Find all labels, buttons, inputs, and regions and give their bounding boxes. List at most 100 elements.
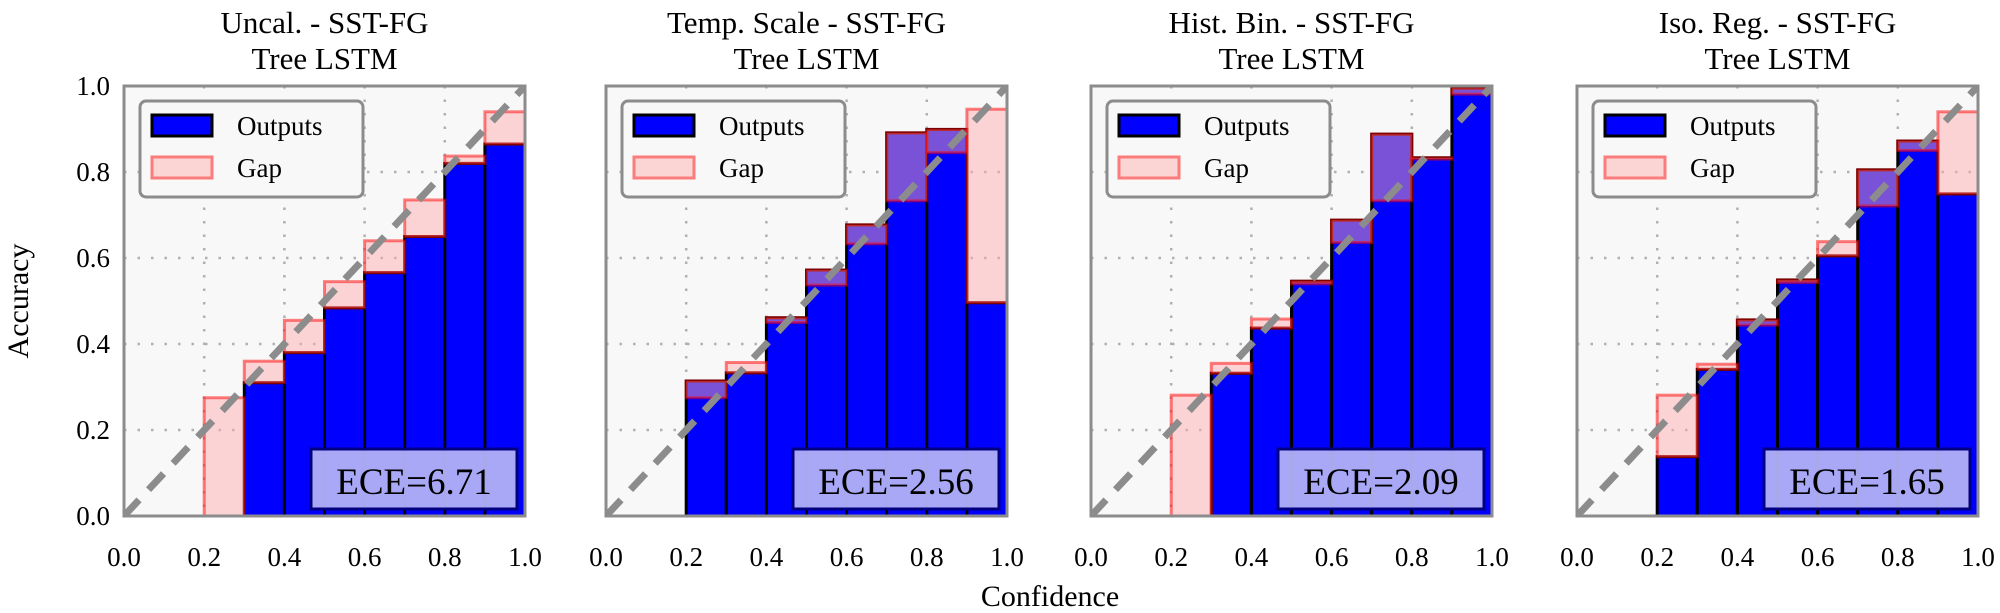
perfect-calibration-diagonal <box>124 86 525 516</box>
panel-title-line: Hist. Bin. - SST-FG <box>1168 5 1414 40</box>
x-tick-label: 0.2 <box>1154 542 1188 572</box>
x-tick-label: 0.0 <box>1074 542 1108 572</box>
gap-bar <box>483 110 525 146</box>
x-tick-label: 0.8 <box>1395 542 1429 572</box>
y-tick-label: 0.8 <box>76 157 110 187</box>
x-tick-label: 0.6 <box>830 542 864 572</box>
x-tick-label: 0.2 <box>1640 542 1674 572</box>
gap-bar <box>965 107 1007 305</box>
gap-bar <box>1450 86 1492 96</box>
gap-bar <box>202 396 246 516</box>
legend-label-outputs: Outputs <box>237 111 323 141</box>
legend-swatch-outputs <box>150 113 214 138</box>
gap-bar <box>1695 362 1739 371</box>
legend: Outputs Gap <box>1105 99 1332 199</box>
legend-label-gap: Gap <box>719 153 764 183</box>
legend-swatch-gap <box>1603 155 1667 180</box>
legend-swatch-gap <box>632 155 696 180</box>
axes-frame <box>1575 84 1980 518</box>
outputs-bar <box>724 371 768 516</box>
y-tick-label: 0.2 <box>76 415 110 445</box>
axes-frame <box>604 84 1009 518</box>
legend-swatch-outputs <box>632 113 696 138</box>
x-tick-label: 0.0 <box>1560 542 1594 572</box>
gap-bar <box>1856 168 1900 208</box>
ece-label: ECE=2.56 <box>818 462 974 503</box>
gap-bar <box>363 239 407 275</box>
outputs-bar <box>1655 455 1699 516</box>
legend: Outputs Gap <box>138 99 365 199</box>
perfect-calibration-diagonal <box>606 86 1007 516</box>
outputs-bar <box>1209 371 1253 516</box>
gap-bar <box>443 154 487 165</box>
x-tick-label: 0.8 <box>428 542 462 572</box>
ece-box <box>1276 447 1486 511</box>
gap-bar <box>1169 393 1213 516</box>
x-tick-label: 0.2 <box>187 542 221 572</box>
perfect-calibration-diagonal <box>1091 86 1492 516</box>
legend-swatch-outputs <box>1603 113 1667 138</box>
y-tick-label: 0.6 <box>76 243 110 273</box>
gap-bar <box>1410 156 1454 161</box>
x-tick-label: 0.4 <box>1235 542 1269 572</box>
panel-title-line: Iso. Reg. - SST-FG <box>1659 5 1896 40</box>
legend-label-outputs: Outputs <box>1204 111 1290 141</box>
legend: Outputs Gap <box>1591 99 1818 199</box>
ece-box <box>309 447 519 511</box>
gap-bar <box>1209 361 1253 375</box>
x-tick-label: 1.0 <box>508 542 542 572</box>
x-tick-label: 0.8 <box>1881 542 1915 572</box>
axes-frame <box>1089 84 1494 518</box>
x-tick-label: 0.6 <box>348 542 382 572</box>
panel-title-line: Tree LSTM <box>1218 41 1364 76</box>
x-tick-label: 1.0 <box>1475 542 1509 572</box>
x-tick-label: 0.0 <box>589 542 623 572</box>
x-axis-label: Confidence <box>981 580 1119 613</box>
x-tick-label: 0.8 <box>910 542 944 572</box>
legend-label-gap: Gap <box>1204 153 1249 183</box>
legend-swatch-gap <box>1117 155 1181 180</box>
x-tick-label: 0.4 <box>1721 542 1755 572</box>
ece-label: ECE=1.65 <box>1789 462 1945 503</box>
gap-bar <box>1896 139 1940 152</box>
legend: Outputs Gap <box>620 99 847 199</box>
perfect-calibration-diagonal <box>1577 86 1978 516</box>
gap-bar <box>403 198 447 238</box>
gap-bar <box>684 379 728 400</box>
outputs-bar <box>684 379 728 516</box>
outputs-bar <box>1450 86 1492 516</box>
axes-frame <box>122 84 527 518</box>
legend-swatch-gap <box>150 155 214 180</box>
outputs-bar <box>242 381 286 516</box>
x-tick-label: 0.6 <box>1801 542 1835 572</box>
x-tick-label: 0.2 <box>669 542 703 572</box>
x-tick-label: 0.0 <box>107 542 141 572</box>
gap-bar <box>1936 110 1978 196</box>
panel-title-line: Tree LSTM <box>1704 41 1850 76</box>
panel-title-line: Tree LSTM <box>251 41 397 76</box>
y-axis-label: Accuracy <box>2 244 35 359</box>
ece-label: ECE=6.71 <box>336 462 492 503</box>
legend-label-outputs: Outputs <box>1690 111 1776 141</box>
gap-bar <box>1290 279 1334 286</box>
y-tick-label: 0.4 <box>76 329 110 359</box>
legend-label-gap: Gap <box>237 153 282 183</box>
legend-label-outputs: Outputs <box>719 111 805 141</box>
ece-box <box>791 447 1001 511</box>
panel-title-line: Tree LSTM <box>733 41 879 76</box>
gap-bar <box>845 223 889 246</box>
ece-box <box>1762 447 1972 511</box>
x-tick-label: 0.4 <box>268 542 302 572</box>
y-tick-label: 0.0 <box>76 501 110 531</box>
ece-label: ECE=2.09 <box>1303 462 1459 503</box>
x-tick-label: 0.4 <box>750 542 784 572</box>
gap-bar <box>724 360 768 375</box>
y-tick-label: 1.0 <box>76 71 110 101</box>
x-tick-label: 1.0 <box>1961 542 1995 572</box>
x-tick-label: 0.6 <box>1315 542 1349 572</box>
gap-bar <box>1776 278 1820 285</box>
